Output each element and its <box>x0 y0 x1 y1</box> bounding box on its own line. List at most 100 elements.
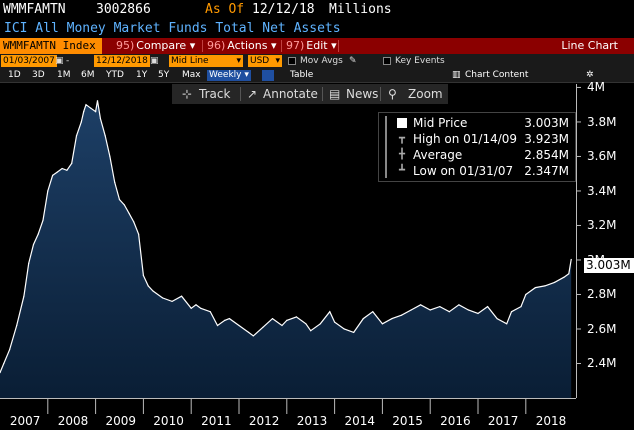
data-point <box>80 121 82 123</box>
tools-divider <box>380 87 381 101</box>
data-point <box>37 233 39 235</box>
price-chart[interactable] <box>0 84 634 430</box>
period-1m[interactable]: 1M <box>57 70 71 80</box>
data-point <box>9 349 11 351</box>
data-point <box>534 287 537 289</box>
cursor-icon[interactable]: ⊹ <box>182 87 193 101</box>
data-point <box>118 199 121 201</box>
gear-icon[interactable]: ✲ <box>586 70 594 80</box>
units-label: Millions <box>329 2 392 17</box>
table-button[interactable]: Table <box>290 70 314 80</box>
period-1y[interactable]: 1Y <box>136 70 148 80</box>
legend-low-label: Low on 01/31/07 <box>413 164 514 178</box>
compare-button[interactable]: 95) Compare ▾ <box>116 38 195 54</box>
edit-button[interactable]: 97) Edit ▾ <box>286 38 337 54</box>
mov-avgs-checkbox[interactable] <box>288 57 296 65</box>
legend-low-value: 2.347M <box>524 164 569 178</box>
data-point <box>123 204 125 206</box>
legend-row-low: ┻ Low on 01/31/07 2.347M <box>379 164 577 178</box>
average-marker-icon: ╋ <box>399 149 406 160</box>
line-chart-icon[interactable] <box>262 70 274 81</box>
data-point <box>99 117 101 120</box>
x-tick-label: 2010 <box>153 414 184 428</box>
data-point <box>224 319 226 321</box>
data-point <box>66 169 68 171</box>
start-date-field[interactable]: 01/03/2007 <box>1 55 57 67</box>
data-point <box>96 100 99 102</box>
track-button[interactable]: Track <box>199 87 231 101</box>
data-point <box>47 190 49 192</box>
data-point <box>16 324 18 327</box>
line-type-select[interactable]: Mid Line ▾ <box>169 55 243 67</box>
edit-button-number: 97) <box>286 39 305 52</box>
currency-select[interactable]: USD ▾ <box>248 55 282 67</box>
period-5y[interactable]: 5Y <box>158 70 170 80</box>
data-point <box>391 318 393 320</box>
calendar-icon[interactable]: ▣ <box>55 56 64 66</box>
zoom-icon[interactable]: ⚲ <box>388 87 397 101</box>
zoom-button[interactable]: Zoom <box>408 87 443 101</box>
x-tick-label: 2018 <box>535 414 567 428</box>
data-point <box>95 111 97 113</box>
news-icon[interactable]: ▤ <box>329 87 341 101</box>
data-point <box>506 323 508 325</box>
data-point <box>238 324 240 327</box>
as-of-date: 12/12/18 <box>252 2 315 17</box>
data-point <box>209 311 211 313</box>
data-point <box>114 181 116 183</box>
news-button[interactable]: News <box>346 87 379 101</box>
ticker-symbol[interactable]: WMMFAMTN <box>3 2 66 17</box>
tools-divider <box>322 87 323 101</box>
x-tick-label: 2013 <box>296 414 328 428</box>
data-point <box>138 233 140 235</box>
x-tick-label: 2016 <box>440 414 471 428</box>
pencil-icon[interactable]: ✎ <box>349 56 357 66</box>
data-point <box>520 306 522 308</box>
period-6m[interactable]: 6M <box>81 70 95 80</box>
y-tick-label: 2.4M <box>587 356 617 371</box>
data-point <box>133 221 135 223</box>
key-events-checkbox[interactable] <box>383 57 391 65</box>
header-value: 3002866 <box>96 2 151 17</box>
legend-high-value: 3.923M <box>524 132 569 146</box>
high-marker-icon: ┳ <box>399 133 406 144</box>
chart-content-button[interactable]: Chart Content <box>465 70 529 80</box>
index-ticker-field[interactable]: WMMFAMTN Index <box>0 38 102 54</box>
frequency-select[interactable]: Weekly ▾ <box>207 70 251 81</box>
toolbar-divider <box>281 40 282 52</box>
series-area <box>0 100 572 398</box>
period-ytd[interactable]: YTD <box>106 70 124 80</box>
period-max[interactable]: Max <box>182 70 201 80</box>
period-3d[interactable]: 3D <box>32 70 45 80</box>
data-point <box>52 174 54 176</box>
chart-type-label[interactable]: Line Chart <box>561 39 618 52</box>
data-point <box>262 326 264 328</box>
annotate-button[interactable]: Annotate <box>263 87 318 101</box>
data-point <box>448 311 450 313</box>
chevron-down-icon: ▾ <box>270 39 277 52</box>
y-tick-label: 3.6M <box>587 149 617 164</box>
data-point <box>228 318 230 320</box>
compare-button-number: 95) <box>116 39 135 52</box>
data-point <box>56 171 59 173</box>
legend-series-value: 3.003M <box>524 116 569 130</box>
data-point <box>28 262 30 264</box>
low-marker-icon: ┻ <box>399 165 406 176</box>
chart-legend[interactable]: Mid Price 3.003M ┳ High on 01/14/09 3.92… <box>378 112 576 182</box>
period-selector: 1D 3D 1M 6M YTD 1Y 5Y Max Weekly ▾ Table… <box>0 68 634 83</box>
x-tick-label: 2017 <box>487 414 519 428</box>
period-1d[interactable]: 1D <box>8 70 21 80</box>
chart-content-icon[interactable]: ▥ <box>452 70 461 80</box>
data-point <box>563 276 565 278</box>
date-range-dash: - <box>66 56 70 66</box>
data-point <box>90 107 92 109</box>
data-point <box>329 311 331 313</box>
legend-handle[interactable] <box>385 116 387 178</box>
data-point <box>362 318 364 320</box>
actions-button[interactable]: 96) Actions ▾ <box>207 38 277 54</box>
data-point <box>0 372 1 374</box>
end-date-field[interactable]: 12/12/2018 <box>94 55 150 67</box>
legend-row-average: ╋ Average 2.854M <box>379 148 577 162</box>
annotate-icon[interactable]: ↗ <box>247 87 258 101</box>
calendar-icon[interactable]: ▣ <box>150 56 159 66</box>
